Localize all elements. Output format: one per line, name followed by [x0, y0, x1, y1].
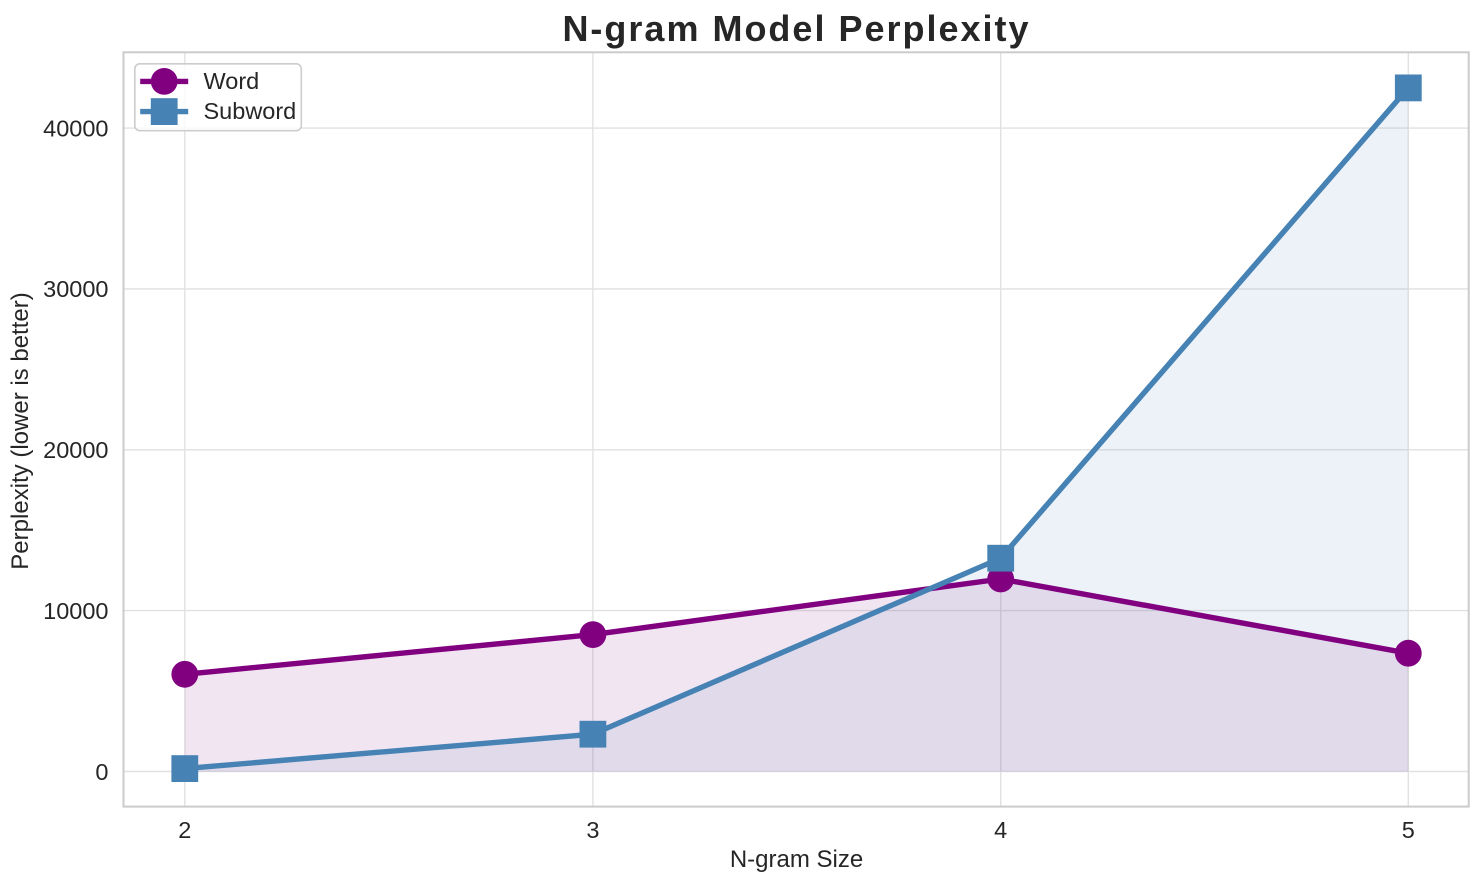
- svg-text:40000: 40000: [43, 115, 108, 141]
- svg-text:N-gram Size: N-gram Size: [730, 846, 863, 873]
- svg-text:20000: 20000: [43, 437, 108, 463]
- svg-text:0: 0: [95, 759, 108, 785]
- svg-text:5: 5: [1402, 817, 1415, 843]
- svg-text:Word: Word: [204, 68, 260, 94]
- svg-text:4: 4: [994, 817, 1007, 843]
- svg-text:2: 2: [178, 817, 191, 843]
- svg-text:3: 3: [586, 817, 599, 843]
- svg-text:Subword: Subword: [204, 98, 297, 124]
- svg-text:30000: 30000: [43, 276, 108, 302]
- svg-text:Perplexity (lower is better): Perplexity (lower is better): [7, 292, 34, 569]
- svg-text:10000: 10000: [43, 598, 108, 624]
- svg-text:N-gram Model Perplexity: N-gram Model Perplexity: [562, 8, 1030, 49]
